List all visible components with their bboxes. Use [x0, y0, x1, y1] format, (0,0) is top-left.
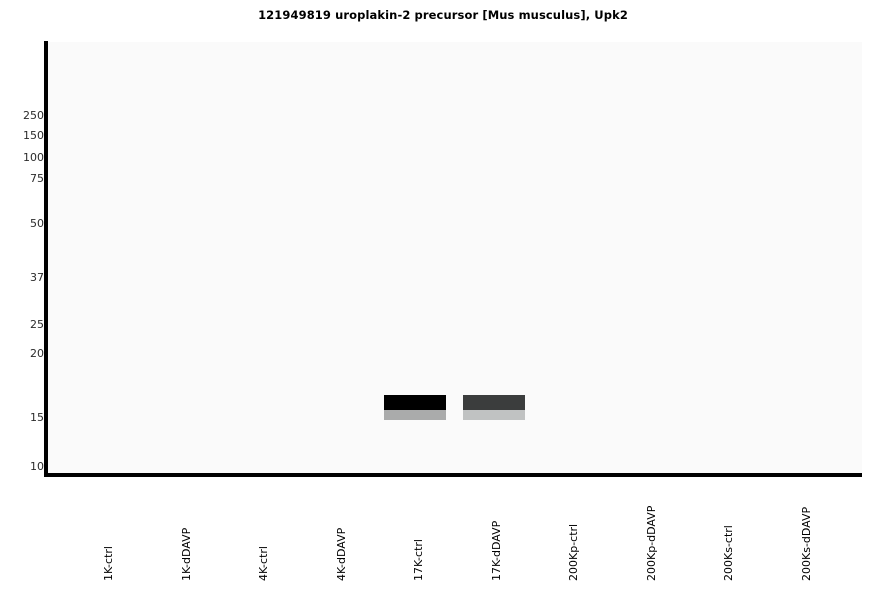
band-17k-ctrl-segment-light — [384, 410, 446, 420]
y-axis-tick-label: 150 — [23, 129, 44, 142]
x-axis-tick-label: 1K-dDAVP — [180, 527, 193, 581]
y-axis-tick-label: 75 — [30, 172, 44, 185]
y-axis-tick-labels: 250 150 100 75 50 37 25 20 15 10 — [0, 0, 48, 595]
x-axis-tick-label: 200Ks-dDAVP — [800, 506, 813, 581]
y-axis-tick-label: 37 — [30, 271, 44, 284]
y-axis-tick-label: 10 — [30, 460, 44, 473]
y-axis-line — [44, 41, 48, 477]
x-axis-tick-label: 200Kp-ctrl — [567, 523, 580, 581]
y-axis-tick-label: 25 — [30, 318, 44, 331]
band-17k-ctrl — [384, 395, 446, 420]
x-axis-tick-label: 200Ks-ctrl — [722, 525, 735, 581]
y-axis-tick-label: 20 — [30, 347, 44, 360]
y-axis-tick-label: 15 — [30, 411, 44, 424]
y-axis-tick-label: 50 — [30, 217, 44, 230]
band-17k-ctrl-segment-dark — [384, 395, 446, 410]
x-axis-line — [44, 473, 862, 477]
page-title: 121949819 uroplakin-2 precursor [Mus mus… — [258, 8, 628, 22]
x-axis-tick-label: 4K-dDAVP — [335, 527, 348, 581]
band-17k-ddavp-segment-light — [463, 410, 525, 420]
x-axis-tick-label: 4K-ctrl — [257, 546, 270, 581]
plot-area — [48, 42, 862, 476]
x-axis-tick-label: 17K-ctrl — [412, 539, 425, 581]
band-17k-ddavp — [463, 395, 525, 420]
band-17k-ddavp-segment-dark — [463, 395, 525, 410]
x-axis-tick-label: 17K-dDAVP — [490, 520, 503, 581]
x-axis-tick-label: 1K-ctrl — [102, 546, 115, 581]
y-axis-tick-label: 100 — [23, 151, 44, 164]
y-axis-tick-label: 250 — [23, 109, 44, 122]
x-axis-tick-label: 200Kp-dDAVP — [645, 505, 658, 581]
